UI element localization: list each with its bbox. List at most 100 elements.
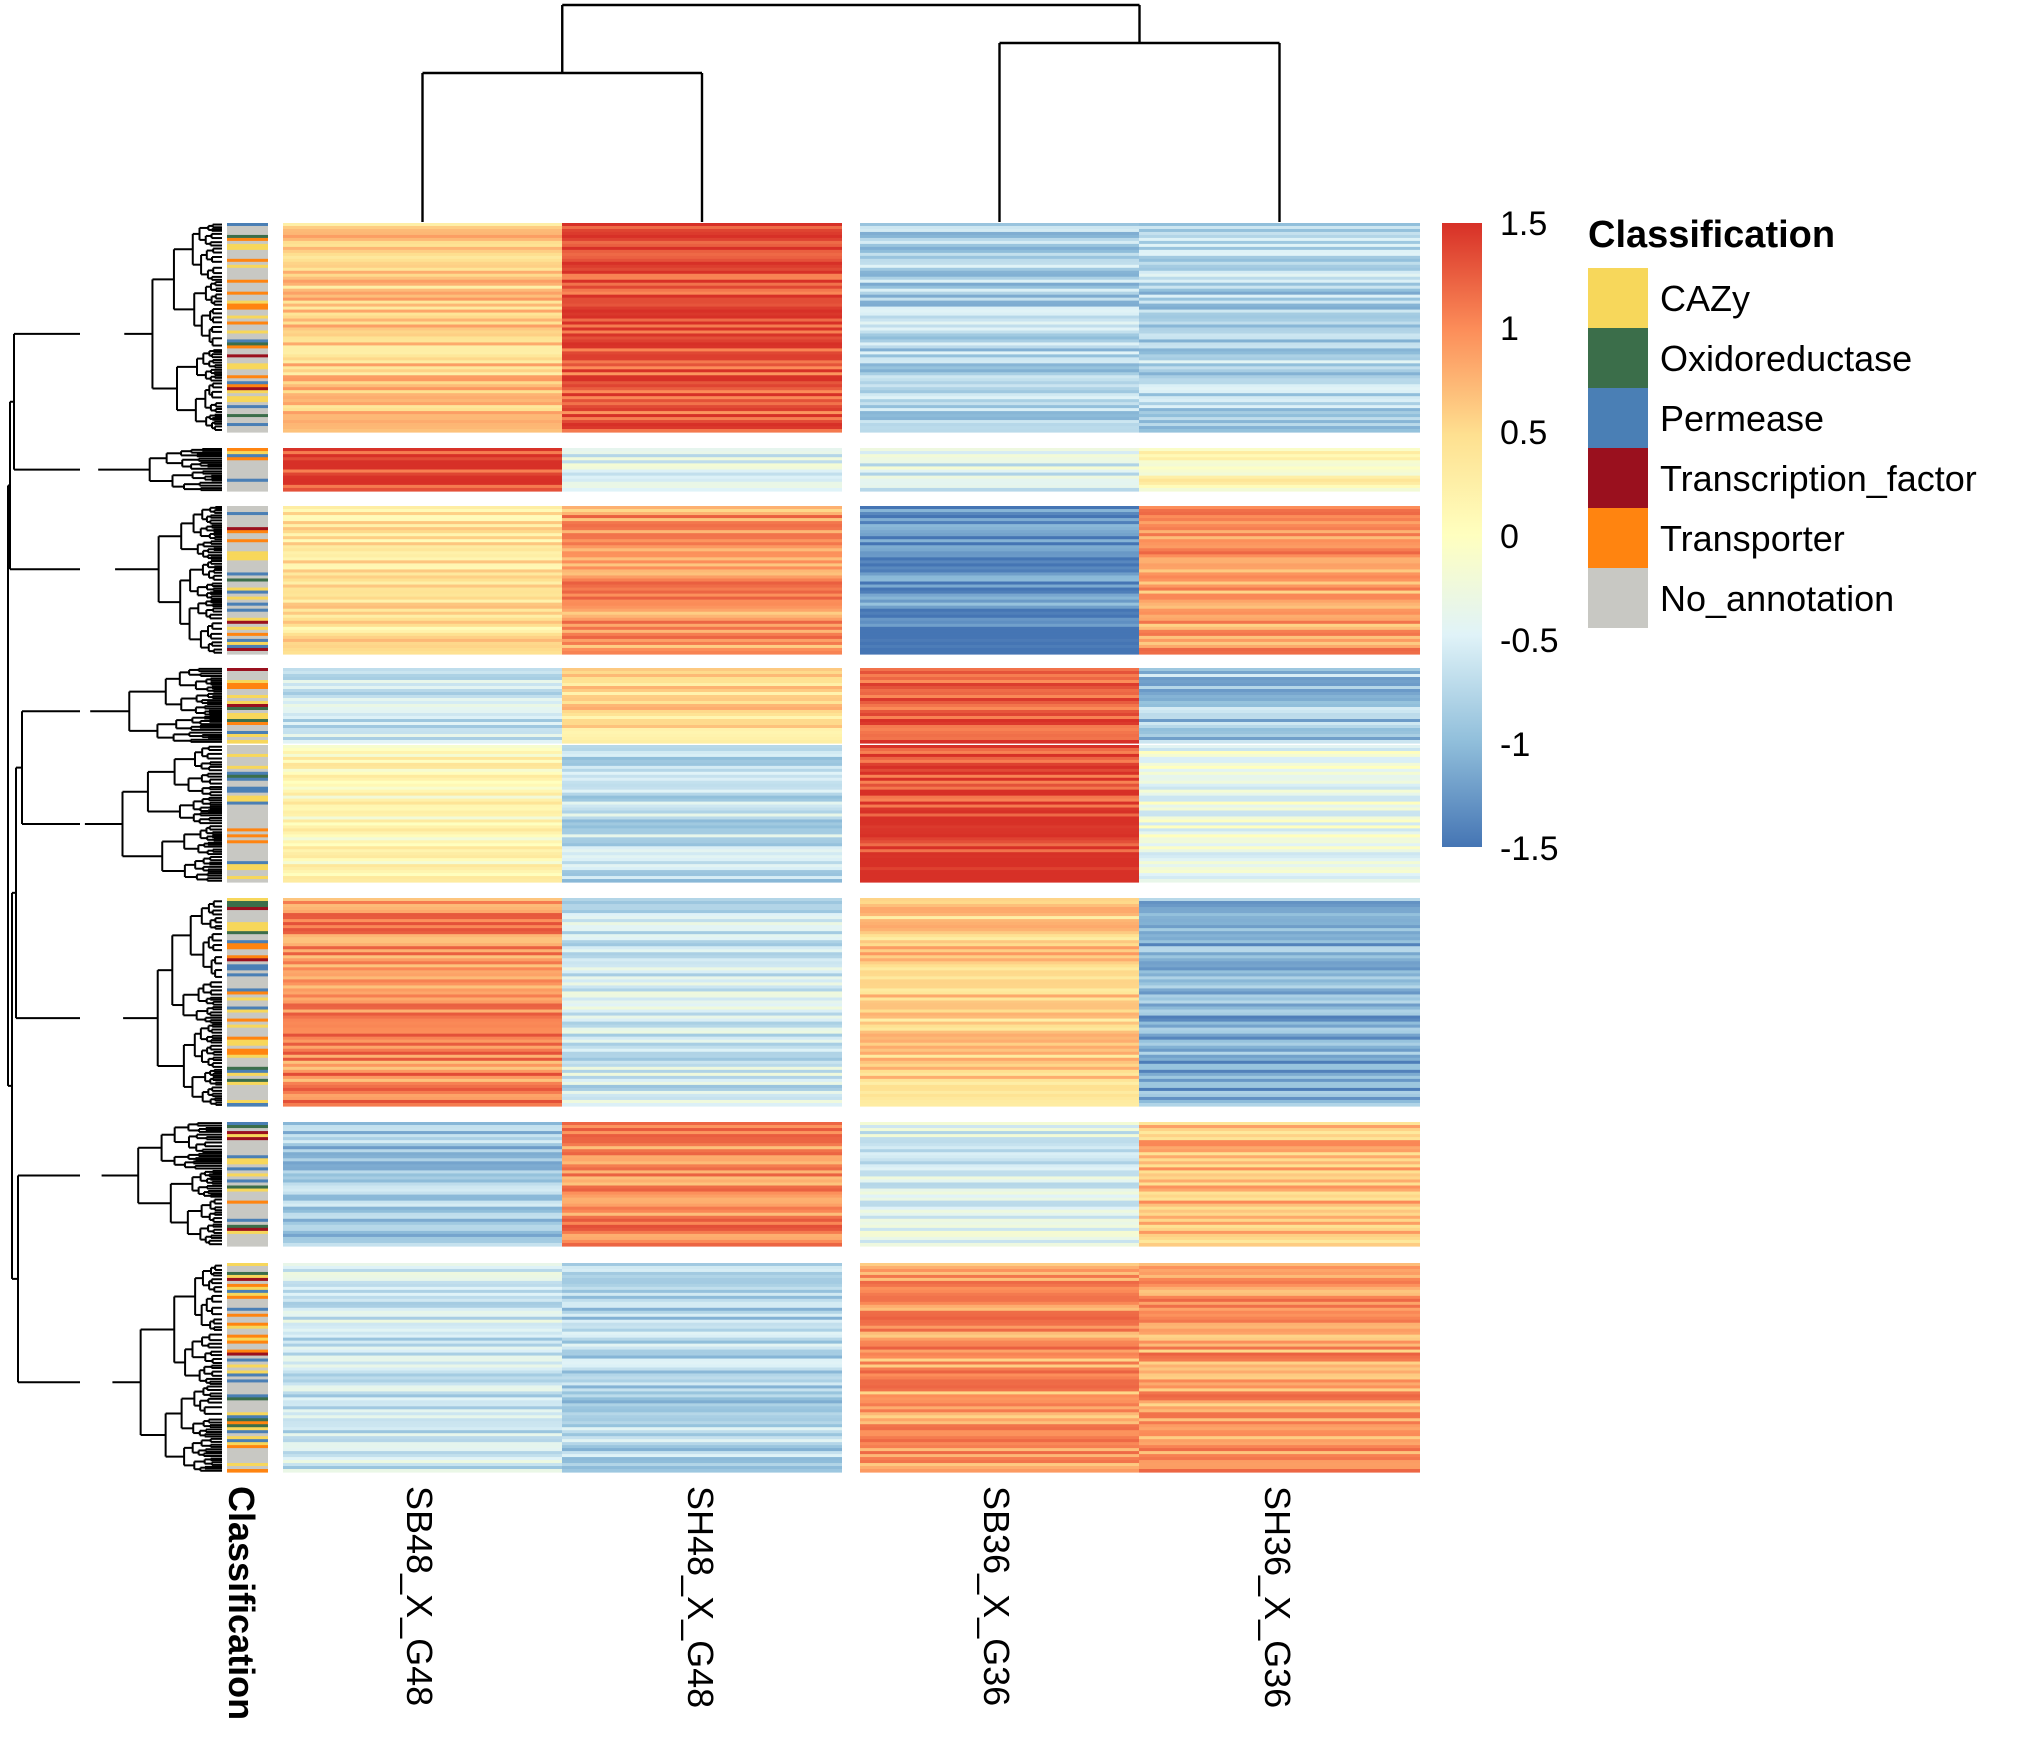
- heatmap-cell: [860, 958, 1139, 962]
- annotation-cell: [227, 843, 268, 847]
- heatmap-cell: [562, 1358, 842, 1363]
- heatmap-cell: [1139, 1400, 1420, 1404]
- heatmap-cell: [1139, 306, 1420, 311]
- heatmap-cell: [283, 804, 562, 809]
- annotation-cell: [227, 759, 268, 764]
- heatmap-cell: [1139, 991, 1420, 996]
- heatmap-cell: [860, 849, 1139, 853]
- legend-title: Classification: [1588, 214, 1836, 256]
- heatmap-cell: [860, 575, 1139, 580]
- heatmap-cell: [1139, 303, 1420, 308]
- heatmap-cell: [562, 478, 842, 483]
- heatmap-cell: [1139, 288, 1420, 293]
- heatmap-cell: [1139, 638, 1420, 643]
- heatmap-cell: [562, 354, 842, 358]
- heatmap-cell: [283, 1125, 562, 1129]
- annotation-cell: [227, 1167, 268, 1171]
- annotation-cell: [227, 961, 268, 965]
- annotation-cell: [227, 707, 268, 711]
- heatmap-cell: [283, 747, 562, 752]
- annotation-cell: [227, 354, 268, 358]
- annotation-cell: [227, 345, 268, 349]
- heatmap-cell: [283, 1093, 562, 1098]
- heatmap-cell: [283, 982, 562, 987]
- heatmap-cell: [860, 1424, 1139, 1428]
- heatmap-cell: [283, 1400, 562, 1404]
- annotation-cell: [227, 590, 268, 595]
- heatmap-cell: [860, 762, 1139, 767]
- heatmap-cell: [860, 795, 1139, 800]
- heatmap-cell: [562, 1463, 842, 1467]
- heatmap-cell: [562, 1283, 842, 1288]
- heatmap-cell: [562, 454, 842, 458]
- heatmap-cell: [860, 1188, 1139, 1193]
- heatmap-cell: [1139, 1346, 1420, 1351]
- heatmap-cell: [562, 469, 842, 474]
- color-scale-bar: [1442, 223, 1482, 847]
- heatmap-cell: [283, 876, 562, 880]
- heatmap-cell: [1139, 518, 1420, 522]
- heatmap-cell: [860, 1382, 1139, 1387]
- heatmap-cell: [860, 686, 1139, 690]
- annotation-cell: [227, 267, 268, 272]
- heatmap-cell: [1139, 1152, 1420, 1156]
- heatmap-cell: [283, 1334, 562, 1339]
- heatmap-cell: [283, 1361, 562, 1366]
- heatmap-cell: [562, 801, 842, 806]
- heatmap-cell: [860, 1167, 1139, 1171]
- heatmap-cell: [1139, 771, 1420, 776]
- heatmap-cell: [860, 1173, 1139, 1178]
- annotation-cell: [227, 587, 268, 592]
- heatmap-cell: [1139, 1125, 1420, 1129]
- heatmap-cell: [562, 1027, 842, 1032]
- heatmap-cell: [860, 1418, 1139, 1422]
- heatmap-cell: [283, 270, 562, 275]
- heatmap-cell: [562, 1063, 842, 1068]
- heatmap-cell: [562, 393, 842, 397]
- heatmap-cell: [562, 1307, 842, 1312]
- heatmap-cell: [283, 223, 562, 227]
- heatmap-cell: [860, 472, 1139, 477]
- heatmap-cell: [1139, 581, 1420, 586]
- heatmap-cell: [283, 429, 562, 433]
- heatmap-cell: [860, 363, 1139, 367]
- heatmap-cell: [283, 587, 562, 592]
- heatmap-cell: [1139, 910, 1420, 914]
- heatmap-cell: [562, 810, 842, 815]
- annotation-cell: [227, 780, 268, 785]
- annotation-cell: [227, 904, 268, 908]
- heatmap-cell: [562, 339, 842, 344]
- annotation-cell: [227, 384, 268, 388]
- heatmap-cell: [562, 506, 842, 510]
- annotation-cell: [227, 1194, 268, 1199]
- heatmap-cell: [283, 1021, 562, 1026]
- heatmap-cell: [1139, 297, 1420, 302]
- heatmap-cell: [283, 451, 562, 455]
- heatmap-cell: [562, 1289, 842, 1294]
- heatmap-cell: [283, 943, 562, 947]
- heatmap-cell: [283, 997, 562, 1002]
- heatmap-cell: [860, 294, 1139, 299]
- heatmap-cell: [1139, 1006, 1420, 1011]
- heatmap-cell: [283, 864, 562, 868]
- annotation-cell: [227, 596, 268, 601]
- heatmap-cell: [283, 336, 562, 341]
- heatmap-cell: [562, 318, 842, 323]
- heatmap-cell: [1139, 1385, 1420, 1389]
- heatmap-cell: [283, 677, 562, 681]
- heatmap-cell: [860, 837, 1139, 841]
- heatmap-cell: [1139, 1316, 1420, 1321]
- annotation-cell: [227, 804, 268, 809]
- heatmap-cell: [562, 451, 842, 455]
- heatmap-cell: [283, 1066, 562, 1071]
- heatmap-cell: [283, 1194, 562, 1199]
- annotation-cell: [227, 931, 268, 935]
- heatmap-cell: [860, 979, 1139, 983]
- heatmap-cell: [860, 536, 1139, 540]
- heatmap-cell: [562, 297, 842, 302]
- legend-entry-transporter: Transporter: [1588, 508, 2028, 568]
- heatmap-cell: [1139, 608, 1420, 613]
- heatmap-cell: [860, 372, 1139, 376]
- heatmap-cell: [562, 330, 842, 335]
- heatmap-cell: [283, 1015, 562, 1020]
